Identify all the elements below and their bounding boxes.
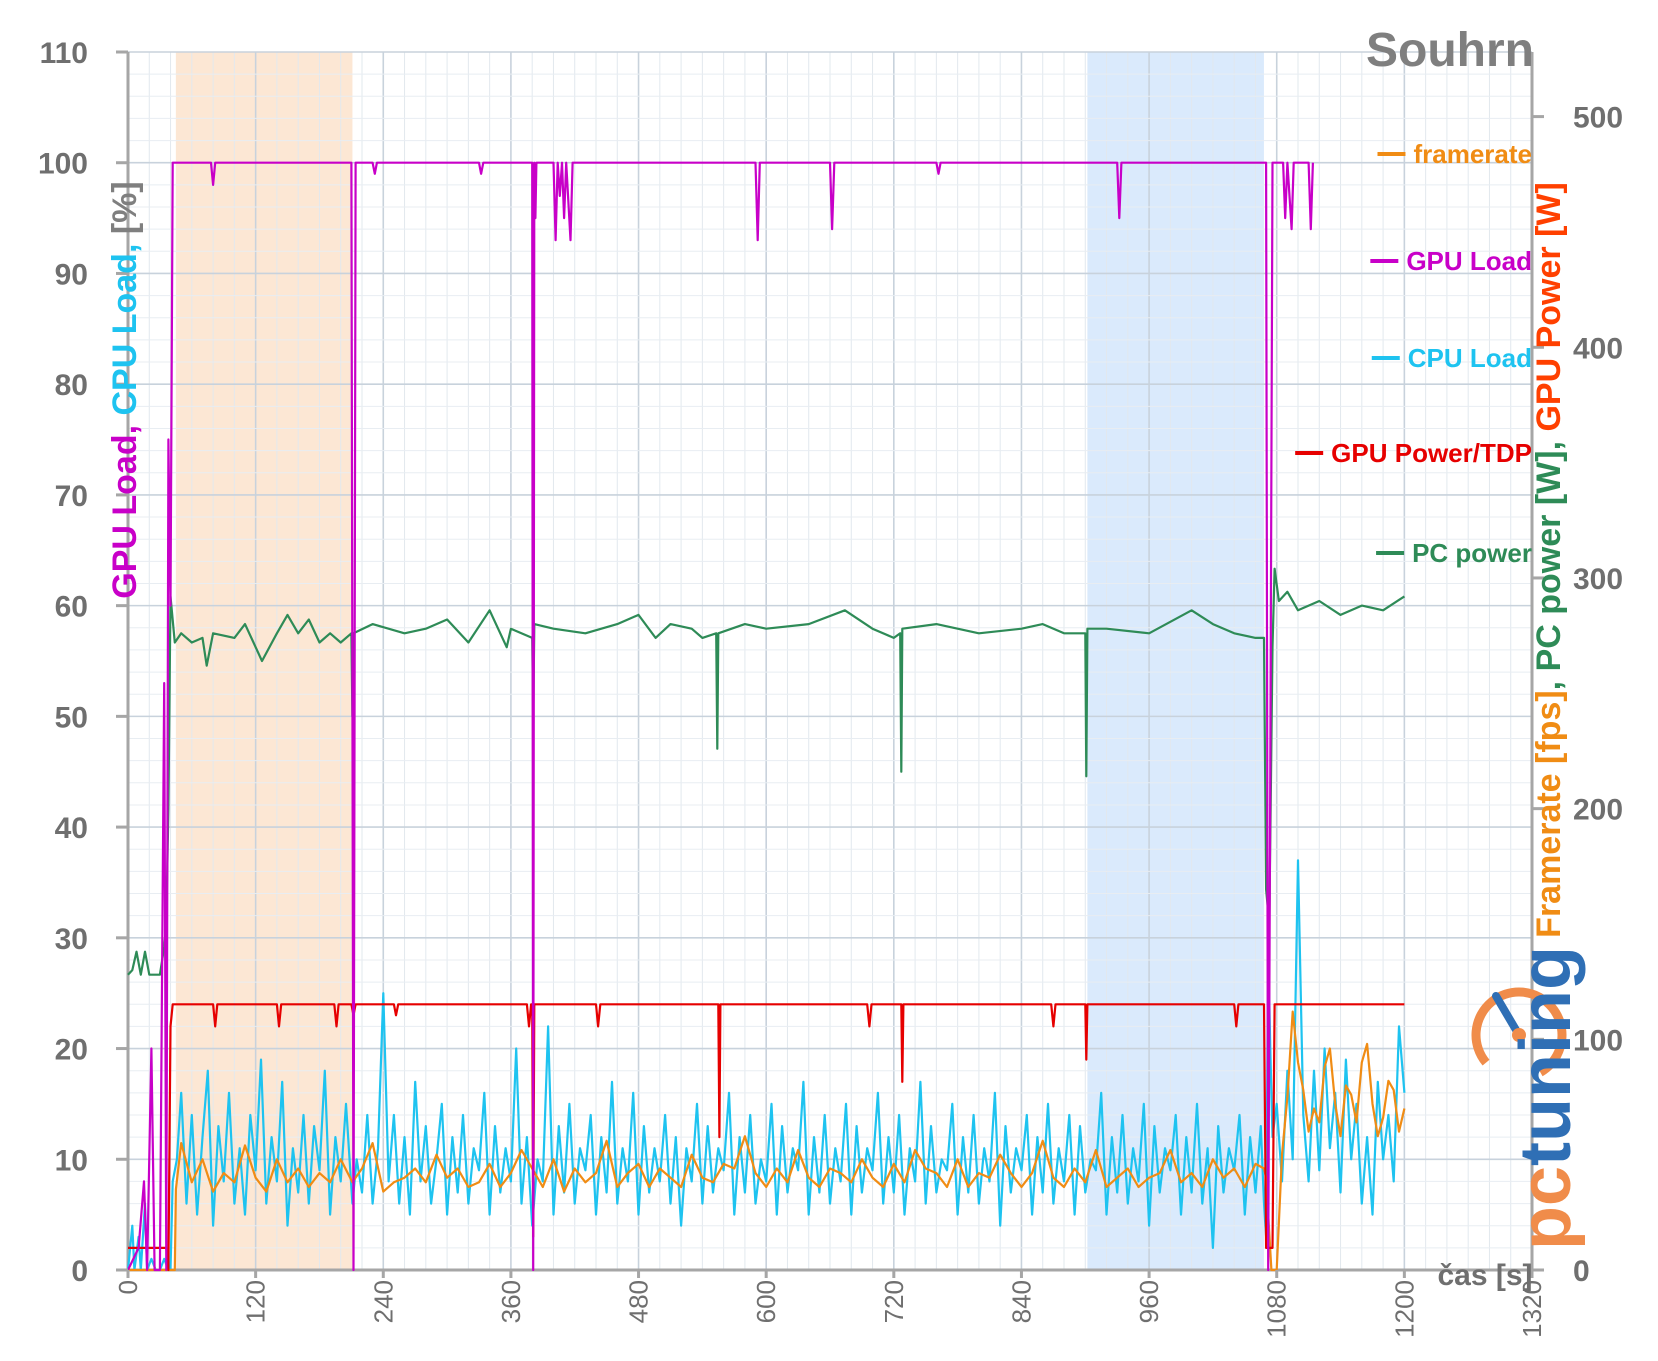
pctuning-logo: pctuning bbox=[1471, 946, 1586, 1250]
legend-label-cpu-load: CPU Load bbox=[1408, 343, 1532, 373]
axes bbox=[126, 52, 1534, 1272]
x-tick-label: 840 bbox=[1006, 1280, 1036, 1323]
series-line-cpu-load bbox=[126, 859, 1406, 1272]
logo-text: pctuning bbox=[1506, 946, 1586, 1250]
x-tick-label: 960 bbox=[1134, 1280, 1164, 1323]
axis-title-part-1: , bbox=[106, 416, 144, 435]
x-tick-label: 600 bbox=[751, 1280, 781, 1323]
y-right-tick-label: 500 bbox=[1573, 102, 1623, 135]
tick-labels: 0 10 20 30 40 50 60 70 80 90 100 110 0 100 200 300 400 50… bbox=[38, 37, 1623, 1338]
axis-title-part-4: GPU Power [W] bbox=[1530, 182, 1568, 431]
y-axis-right-label: Framerate [fps], PC power [W], GPU Power… bbox=[1530, 182, 1568, 938]
y-left-tick-label: 40 bbox=[55, 812, 88, 845]
x-axis-label: čas [s] bbox=[1437, 1259, 1532, 1292]
y-left-tick-label: 10 bbox=[55, 1144, 88, 1177]
gauge-hub bbox=[1512, 1028, 1526, 1042]
y-left-tick-label: 70 bbox=[55, 480, 88, 513]
legend: framerate GPU Load CPU Load GPU Power/TDP PC… bbox=[1295, 139, 1532, 568]
y-left-tick-label: 100 bbox=[38, 148, 88, 181]
axis-title-part-1: , bbox=[1530, 671, 1568, 690]
axis-title-part-0: Framerate [fps] bbox=[1530, 690, 1568, 938]
x-tick-label: 240 bbox=[368, 1280, 398, 1323]
gauge-icon bbox=[1471, 987, 1567, 1083]
series-line-pc-power bbox=[127, 567, 1406, 976]
x-tick-label: 1320 bbox=[1517, 1280, 1547, 1338]
x-tick-label: 120 bbox=[241, 1280, 271, 1323]
x-tick-label: 720 bbox=[879, 1280, 909, 1323]
chart-title: Souhrn bbox=[1366, 24, 1534, 77]
legend-label-gpu-load: GPU Load bbox=[1406, 246, 1532, 276]
y-left-tick-label: 90 bbox=[55, 258, 88, 291]
x-tick-label: 480 bbox=[624, 1280, 654, 1323]
axis-title-part-3: , bbox=[106, 234, 144, 253]
axis-title-part-4: [%] bbox=[106, 181, 144, 234]
x-tick-label: 1080 bbox=[1262, 1280, 1292, 1338]
gauge-needle bbox=[1492, 992, 1523, 1039]
legend-label-gpu-power-tdp: GPU Power/TDP bbox=[1331, 438, 1532, 468]
x-tick-label: 1200 bbox=[1389, 1280, 1419, 1338]
y-left-tick-label: 80 bbox=[55, 369, 88, 402]
y-left-tick-label: 0 bbox=[71, 1255, 88, 1288]
shaded-region-1 bbox=[1087, 52, 1264, 1270]
series-line-framerate bbox=[128, 1010, 1406, 1272]
y-right-tick-label: 200 bbox=[1573, 794, 1623, 827]
axis-title-part-2: CPU Load bbox=[106, 253, 144, 415]
y-left-tick-label: 50 bbox=[55, 701, 88, 734]
axis-title-part-3: , bbox=[1530, 432, 1568, 451]
x-tick-label: 360 bbox=[496, 1280, 526, 1323]
y-left-tick-label: 60 bbox=[55, 591, 88, 624]
y-right-tick-label: 100 bbox=[1573, 1024, 1623, 1057]
x-tick-label: 0 bbox=[113, 1280, 143, 1294]
legend-label-pc-power: PC power bbox=[1412, 538, 1532, 568]
series-lines bbox=[126, 161, 1406, 1272]
legend-label-framerate: framerate bbox=[1413, 139, 1532, 169]
y-left-tick-label: 30 bbox=[55, 923, 88, 956]
y-left-tick-label: 110 bbox=[40, 37, 88, 70]
y-right-tick-label: 400 bbox=[1573, 332, 1623, 365]
axis-title-part-2: PC power [W] bbox=[1530, 450, 1568, 671]
y-right-tick-label: 0 bbox=[1573, 1255, 1590, 1288]
axis-title-part-0: GPU Load bbox=[106, 434, 144, 598]
y-axis-left-label: GPU Load, CPU Load, [%] bbox=[106, 181, 144, 599]
y-left-tick-label: 20 bbox=[55, 1034, 88, 1067]
series-line-gpu-power-tdp bbox=[128, 1003, 1405, 1272]
y-right-tick-label: 300 bbox=[1573, 563, 1623, 596]
series-line-gpu-load bbox=[127, 161, 1314, 1272]
